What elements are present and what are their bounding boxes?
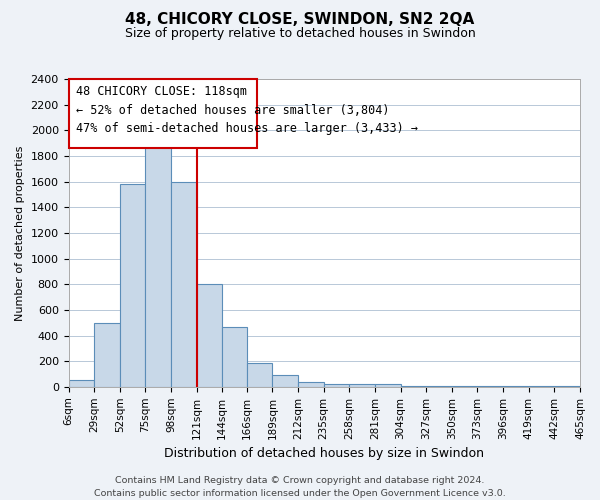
Y-axis label: Number of detached properties: Number of detached properties [15,145,25,320]
Bar [375,384,401,387]
Bar [298,382,324,387]
Text: 48 CHICORY CLOSE: 118sqm
← 52% of detached houses are smaller (3,804)
47% of sem: 48 CHICORY CLOSE: 118sqm ← 52% of detach… [76,85,418,135]
Text: 48, CHICORY CLOSE, SWINDON, SN2 2QA: 48, CHICORY CLOSE, SWINDON, SN2 2QA [125,12,475,28]
Bar [324,384,349,387]
Bar [223,326,247,387]
Bar [401,386,426,387]
Bar [145,136,171,387]
Bar [120,184,145,387]
Bar [94,322,120,387]
Bar [554,386,580,387]
Bar [452,386,478,387]
Bar [68,380,94,387]
X-axis label: Distribution of detached houses by size in Swindon: Distribution of detached houses by size … [164,447,484,460]
Bar [426,386,452,387]
Bar [349,384,375,387]
Bar [247,363,272,387]
Bar [171,182,197,387]
Bar [197,284,223,387]
Text: Contains HM Land Registry data © Crown copyright and database right 2024.
Contai: Contains HM Land Registry data © Crown c… [94,476,506,498]
Bar [529,386,554,387]
Bar [272,376,298,387]
Bar [478,386,503,387]
Text: Size of property relative to detached houses in Swindon: Size of property relative to detached ho… [125,28,475,40]
Bar [503,386,529,387]
